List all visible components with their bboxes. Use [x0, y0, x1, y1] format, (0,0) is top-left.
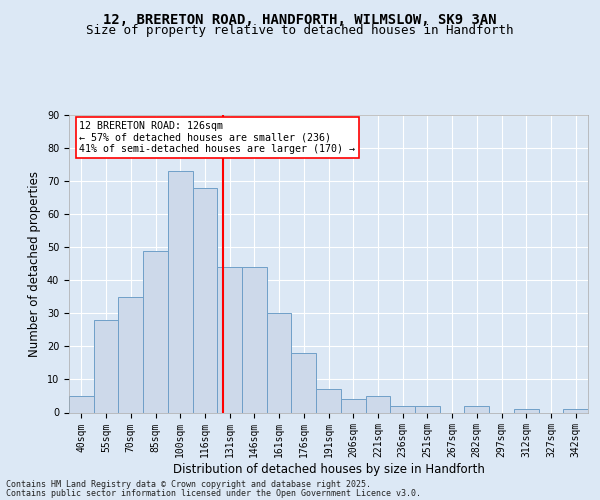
Bar — [390, 406, 415, 412]
Text: 12 BRERETON ROAD: 126sqm
← 57% of detached houses are smaller (236)
41% of semi-: 12 BRERETON ROAD: 126sqm ← 57% of detach… — [79, 121, 355, 154]
Bar — [242, 267, 267, 412]
Bar — [193, 188, 217, 412]
Bar — [143, 250, 168, 412]
Bar — [415, 406, 440, 412]
Text: Contains HM Land Registry data © Crown copyright and database right 2025.: Contains HM Land Registry data © Crown c… — [6, 480, 371, 489]
Bar — [94, 320, 118, 412]
Bar — [118, 297, 143, 412]
X-axis label: Distribution of detached houses by size in Handforth: Distribution of detached houses by size … — [173, 463, 484, 476]
Text: Size of property relative to detached houses in Handforth: Size of property relative to detached ho… — [86, 24, 514, 37]
Bar — [341, 400, 365, 412]
Bar — [464, 406, 489, 412]
Bar — [292, 353, 316, 412]
Text: Contains public sector information licensed under the Open Government Licence v3: Contains public sector information licen… — [6, 489, 421, 498]
Text: 12, BRERETON ROAD, HANDFORTH, WILMSLOW, SK9 3AN: 12, BRERETON ROAD, HANDFORTH, WILMSLOW, … — [103, 12, 497, 26]
Bar — [69, 396, 94, 412]
Bar — [514, 409, 539, 412]
Bar — [267, 314, 292, 412]
Y-axis label: Number of detached properties: Number of detached properties — [28, 171, 41, 357]
Bar — [365, 396, 390, 412]
Bar — [316, 390, 341, 412]
Bar — [563, 409, 588, 412]
Bar — [217, 267, 242, 412]
Bar — [168, 171, 193, 412]
